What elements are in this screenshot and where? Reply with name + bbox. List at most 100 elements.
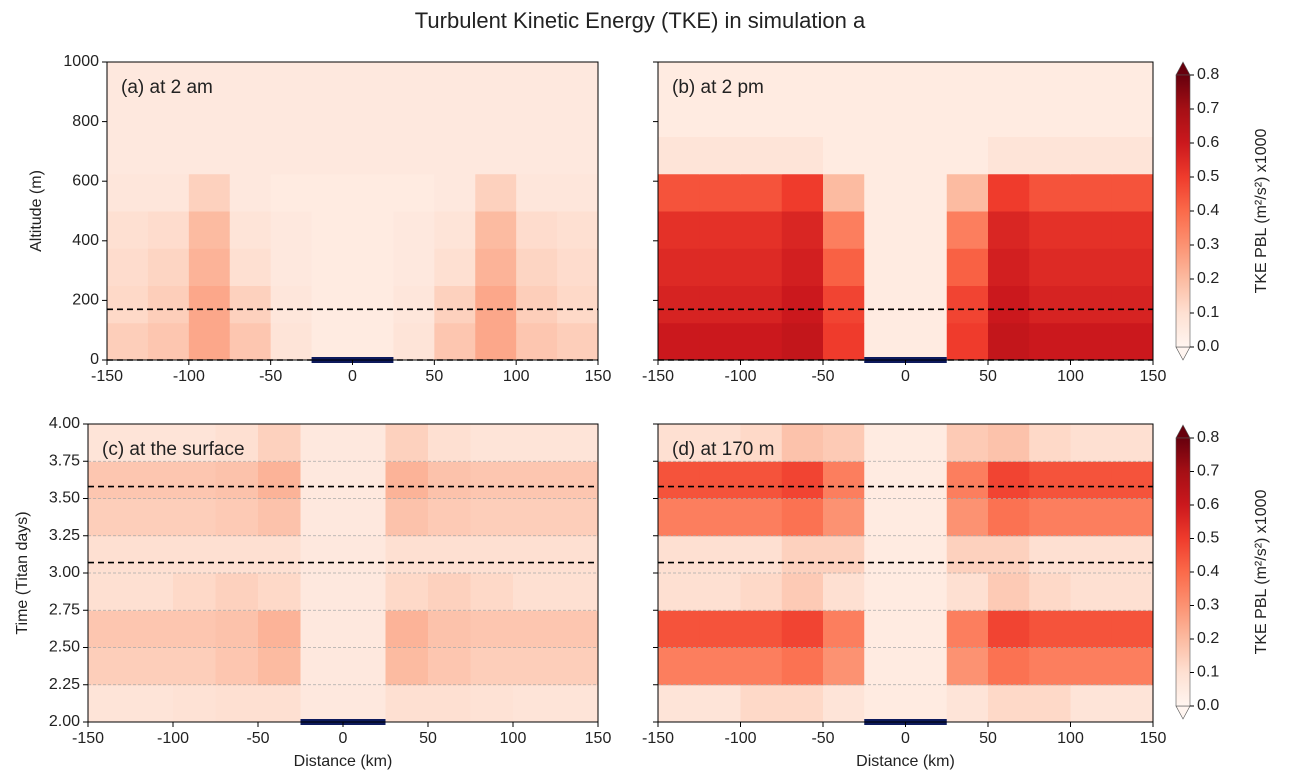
heatmap-cell: [130, 461, 174, 499]
colorbar-tick-label: 0.6: [1197, 134, 1219, 151]
heatmap-cell: [864, 173, 906, 212]
heatmap-cell: [823, 322, 865, 361]
heatmap-cell: [270, 248, 313, 286]
heatmap-cell: [557, 136, 599, 175]
heatmap-cell: [229, 211, 272, 249]
heatmap-cell: [1070, 610, 1113, 648]
heatmap-cell: [516, 248, 558, 286]
y-tick-label: 2.00: [49, 713, 80, 730]
heatmap-cell: [740, 173, 783, 212]
y-tick-label: 3.00: [49, 564, 80, 581]
heatmap-cell: [1070, 535, 1113, 574]
heatmap-cell: [475, 322, 517, 361]
x-tick-label: 0: [901, 368, 910, 385]
heatmap-cell: [699, 461, 741, 499]
heatmap-cell: [107, 62, 149, 100]
y-tick-label: 600: [72, 172, 99, 189]
heatmap-cell: [1111, 99, 1154, 137]
heatmap-cell: [475, 211, 517, 249]
colorbar-tick-label: 0.3: [1197, 597, 1219, 614]
heatmap-cell: [173, 424, 216, 462]
heatmap-cell: [88, 573, 131, 611]
heatmap-cell: [215, 647, 259, 686]
heatmap-cell: [988, 573, 1030, 611]
heatmap-cell: [1029, 62, 1071, 100]
heatmap-cell: [1070, 62, 1113, 100]
heatmap-cell: [740, 535, 783, 574]
heatmap-cell: [343, 461, 386, 499]
heatmap-cell: [428, 684, 471, 723]
colorbar-tick-label: 0.5: [1197, 168, 1219, 185]
heatmap-cell: [385, 498, 429, 537]
heatmap-cell: [1070, 248, 1113, 286]
heatmap-cell: [740, 461, 783, 499]
heatmap-cell: [470, 535, 514, 574]
heatmap-cell: [434, 62, 476, 100]
heatmap-cell: [88, 684, 131, 723]
heatmap-cell: [740, 498, 783, 537]
heatmap-cell: [130, 573, 174, 611]
heatmap-cell: [1070, 573, 1113, 611]
heatmap-cell: [1029, 647, 1071, 686]
heatmap-cell: [1111, 136, 1154, 175]
heatmap-cell: [905, 684, 948, 723]
heatmap-cell: [470, 573, 514, 611]
heatmap-cell: [699, 424, 741, 462]
heatmap-cell: [658, 498, 700, 537]
heatmap-cell: [88, 535, 131, 574]
y-tick-label: 4.00: [49, 415, 80, 432]
heatmap-cell: [946, 647, 989, 686]
heatmap-cell: [658, 573, 700, 611]
heatmap-cell: [393, 136, 435, 175]
heatmap-cell: [428, 573, 471, 611]
heatmap-cell: [516, 322, 558, 361]
heatmap-cell: [781, 211, 824, 249]
heatmap-cell: [385, 535, 429, 574]
heatmap-cell: [905, 136, 948, 175]
heatmap-cell: [823, 461, 865, 499]
heatmap-cell: [434, 211, 476, 249]
heatmap-cell: [740, 99, 783, 137]
heatmap-cell: [1029, 535, 1071, 574]
heatmap-cell: [352, 285, 394, 324]
x-tick-label: -100: [724, 368, 756, 385]
heatmap-cell: [343, 647, 386, 686]
heatmap-cell: [1111, 461, 1154, 499]
heatmap-cell: [393, 285, 435, 324]
x-tick-label: 100: [1057, 368, 1084, 385]
heatmap-cell: [173, 647, 216, 686]
heatmap-cell: [1029, 173, 1071, 212]
heatmap-cell: [470, 684, 514, 723]
heatmap-cell: [1029, 498, 1071, 537]
x-tick-label: -100: [173, 368, 205, 385]
heatmap-cell: [823, 573, 865, 611]
heatmap-cell: [781, 498, 824, 537]
heatmap-cell: [270, 136, 313, 175]
heatmap-cell: [513, 573, 556, 611]
heatmap-cell: [557, 248, 599, 286]
heatmap-cell: [343, 610, 386, 648]
heatmap-cell: [428, 610, 471, 648]
heatmap-cell: [1029, 211, 1071, 249]
heatmap-cell: [1070, 322, 1113, 361]
heatmap-cell: [1070, 136, 1113, 175]
heatmap-cell: [557, 211, 599, 249]
heatmap-cell: [864, 647, 906, 686]
heatmap-cell: [988, 99, 1030, 137]
colorbar-tick-label: 0.5: [1197, 530, 1219, 547]
heatmap-cell: [513, 424, 556, 462]
x-tick-label: 0: [901, 730, 910, 747]
heatmap-cell: [1111, 211, 1154, 249]
heatmap-cell: [270, 62, 313, 100]
x-tick-label: 50: [425, 368, 443, 385]
heatmap-cell: [1070, 285, 1113, 324]
heatmap-cell: [1111, 647, 1154, 686]
heatmap-cell: [740, 647, 783, 686]
heatmap-cell: [823, 610, 865, 648]
x-tick-label: 100: [1057, 730, 1084, 747]
heatmap-cell: [781, 248, 824, 286]
heatmap-cell: [1111, 573, 1154, 611]
heatmap-cell: [258, 498, 301, 537]
y-axis-label: Altitude (m): [28, 170, 45, 252]
heatmap-cell: [1029, 461, 1071, 499]
